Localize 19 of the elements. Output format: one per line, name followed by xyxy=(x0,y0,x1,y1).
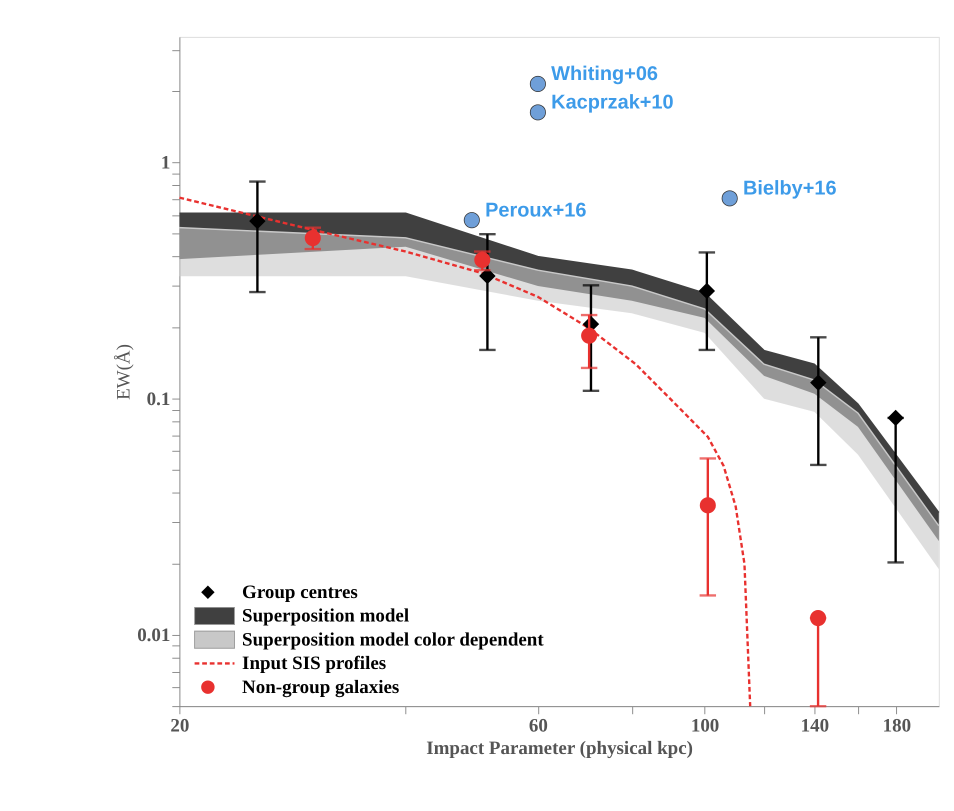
y-tick-label: 0.1 xyxy=(146,388,170,410)
annotation: Whiting+06 xyxy=(551,63,658,86)
x-tick-label: 20 xyxy=(170,715,190,736)
annotation: Kacprzak+10 xyxy=(551,92,674,114)
legend-label: Superposition model xyxy=(242,606,410,627)
legend-label: Group centres xyxy=(242,582,358,603)
y-axis-title: EW(Å) xyxy=(114,344,135,400)
x-tick-label: 100 xyxy=(690,715,720,736)
y-tick-label: 0.01 xyxy=(137,625,170,646)
annotation: Bielby+16 xyxy=(742,178,837,200)
x-tick-label: 140 xyxy=(800,715,830,736)
x-tick-label: 60 xyxy=(528,715,548,736)
legend-label: Superposition model color dependent xyxy=(242,629,544,650)
y-tick-label: 1 xyxy=(160,152,170,174)
legend-label: Non-group galaxies xyxy=(242,676,400,698)
x-tick-label: 180 xyxy=(882,715,912,736)
annotation: Peroux+16 xyxy=(485,199,586,222)
legend-label: Input SIS profiles xyxy=(242,653,386,674)
x-axis-title: Impact Parameter (physical kpc) xyxy=(426,738,693,760)
